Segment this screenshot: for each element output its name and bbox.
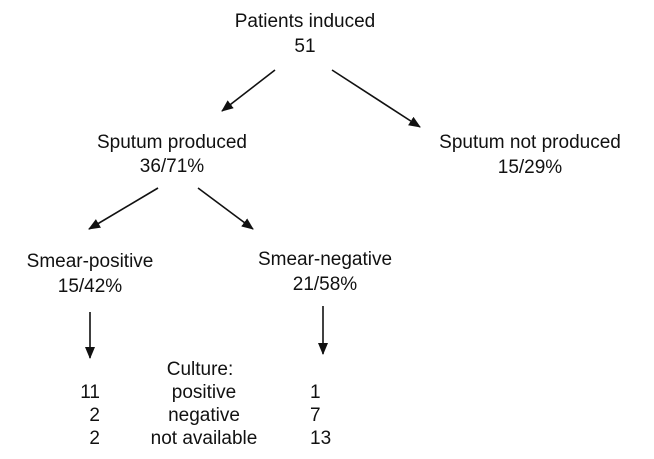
arrow: [221, 69, 276, 112]
culture-result: negative: [168, 405, 240, 426]
culture-count: 2: [89, 405, 100, 426]
culture-count: 2: [89, 428, 100, 449]
culture-title: Culture:: [167, 359, 234, 380]
node-label: Smear-positive: [27, 251, 154, 272]
node-value: 15/42%: [58, 276, 123, 297]
arrow: [197, 187, 254, 230]
culture-result: positive: [172, 382, 236, 403]
node-value: 15/29%: [498, 157, 563, 178]
culture-count: 1: [310, 382, 321, 403]
arrow: [88, 187, 159, 230]
node-label: Patients induced: [235, 11, 376, 32]
node-value: 21/58%: [293, 274, 358, 295]
culture-result: not available: [151, 428, 258, 449]
arrow: [331, 69, 421, 128]
culture-count: 13: [310, 428, 331, 449]
node-label: Smear-negative: [258, 249, 392, 270]
node-label: Sputum not produced: [439, 132, 621, 153]
culture-count: 7: [310, 405, 321, 426]
culture-count: 11: [80, 382, 100, 403]
node-value: 36/71%: [140, 156, 205, 177]
node-label: Sputum produced: [97, 132, 247, 153]
node-value: 51: [294, 36, 315, 57]
